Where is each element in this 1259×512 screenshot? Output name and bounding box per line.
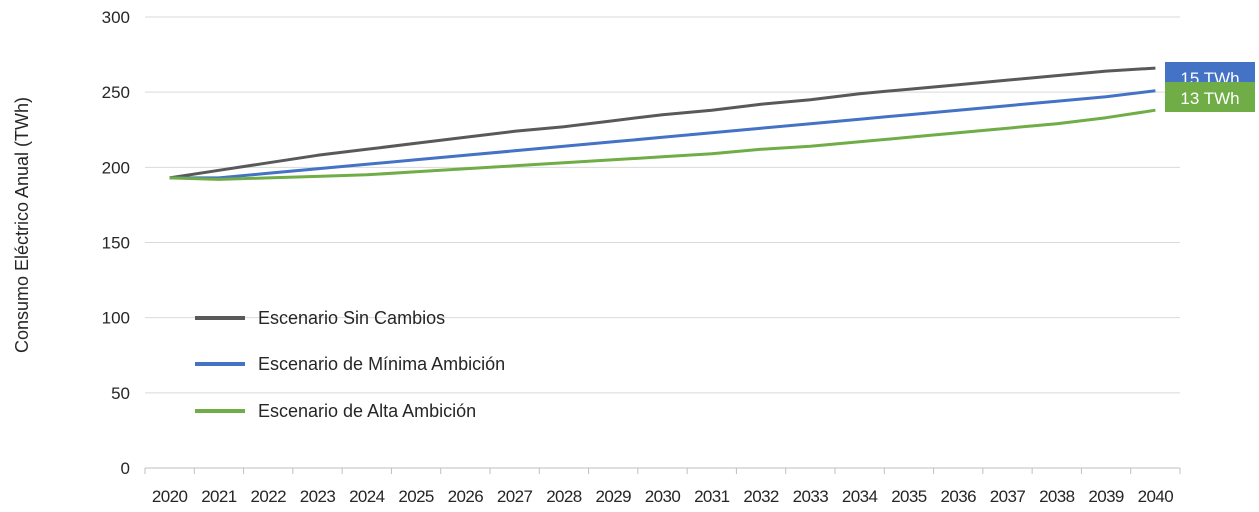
y-tick-label: 200 bbox=[102, 158, 130, 177]
x-tick-label: 2032 bbox=[743, 487, 779, 506]
y-tick-label: 150 bbox=[102, 234, 130, 253]
annotation-label-box bbox=[1165, 82, 1255, 112]
y-tick-label: 250 bbox=[102, 83, 130, 102]
x-tick-label: 2034 bbox=[842, 487, 878, 506]
legend-label: Escenario de Mínima Ambición bbox=[258, 354, 505, 374]
y-tick-label: 50 bbox=[111, 384, 130, 403]
x-tick-label: 2038 bbox=[1039, 487, 1075, 506]
x-tick-label: 2022 bbox=[251, 487, 287, 506]
x-tick-label: 2037 bbox=[990, 487, 1026, 506]
x-axis: 2020 2021 2022 2023 2024 2025 2026 2027 2028 2029… bbox=[144, 468, 1181, 506]
x-tick-label: 2036 bbox=[941, 487, 977, 506]
y-tick-label: 100 bbox=[102, 309, 130, 328]
x-tick-label: 2040 bbox=[1138, 487, 1174, 506]
legend-label: Escenario de Alta Ambición bbox=[258, 401, 476, 421]
x-tick-label: 2033 bbox=[793, 487, 829, 506]
x-tick-label: 2027 bbox=[497, 487, 533, 506]
x-tick-label: 2030 bbox=[645, 487, 681, 506]
x-tick-label: 2028 bbox=[546, 487, 582, 506]
series-lines bbox=[169, 66, 1156, 181]
x-tick-label: 2026 bbox=[448, 487, 484, 506]
x-tick-label: 2039 bbox=[1088, 487, 1124, 506]
x-tick-label: 2023 bbox=[300, 487, 336, 506]
y-tick-label: 0 bbox=[121, 459, 130, 478]
series-line bbox=[169, 108, 1156, 181]
y-axis-title: Consumo Eléctrico Anual (TWh) bbox=[12, 97, 32, 353]
x-tick-label: 2029 bbox=[596, 487, 632, 506]
series-line bbox=[169, 66, 1156, 180]
x-tick-label: 2031 bbox=[694, 487, 730, 506]
y-axis: 0 50 100 150 200 250 300 bbox=[102, 8, 130, 478]
x-tick-label: 2024 bbox=[349, 487, 385, 506]
x-tick-label: 2025 bbox=[398, 487, 434, 506]
y-tick-label: 300 bbox=[102, 8, 130, 27]
series-line bbox=[169, 89, 1156, 180]
legend-label: Escenario Sin Cambios bbox=[258, 308, 445, 328]
annotation-label: 13 TWh bbox=[1180, 89, 1239, 108]
x-tick-label: 2020 bbox=[152, 487, 188, 506]
x-tick-label: 2035 bbox=[891, 487, 927, 506]
x-tick-label: 2021 bbox=[201, 487, 237, 506]
legend: Escenario Sin Cambios Escenario de Mínima… bbox=[195, 308, 505, 421]
